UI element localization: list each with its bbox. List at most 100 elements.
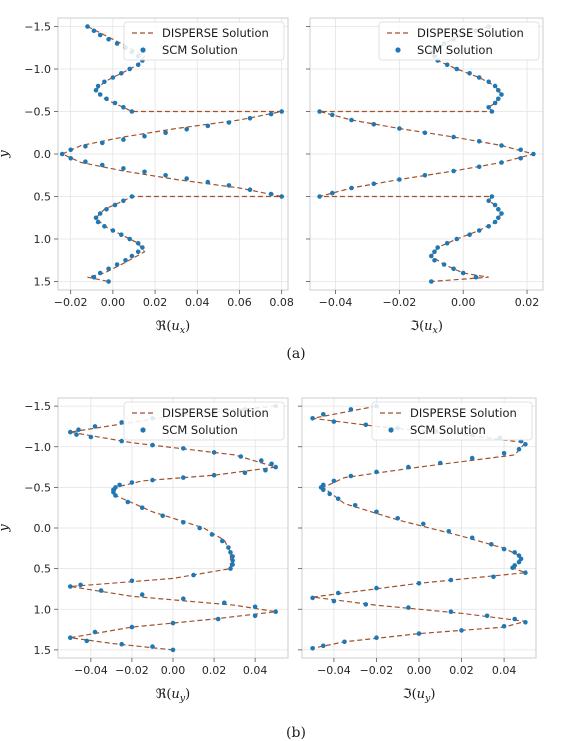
scm-solution-point: [531, 151, 536, 157]
scm-solution-point: [421, 521, 426, 527]
scm-solution-point: [181, 446, 186, 451]
scm-solution-point: [448, 609, 454, 614]
scm-solution-point: [489, 109, 495, 114]
y-tick-label: 0.0: [34, 148, 52, 161]
scm-solution-point: [469, 455, 475, 461]
x-tick-label: 0.04: [243, 664, 268, 677]
legend-disperse-label: DISPERSE Solution: [410, 406, 517, 420]
scm-solution-point: [88, 434, 94, 440]
scm-solution-point: [330, 112, 335, 118]
scm-solution-point: [211, 450, 217, 455]
scm-solution-point: [349, 117, 354, 123]
legend-disperse-label: DISPERSE Solution: [162, 406, 269, 420]
scm-solution-point: [397, 126, 402, 131]
scm-solution-point: [100, 162, 105, 168]
scm-solution-point: [321, 643, 326, 649]
scm-solution-point: [486, 198, 492, 204]
scm-solution-point: [97, 211, 103, 216]
scm-solution-point: [68, 635, 73, 640]
x-axis-label: ℑ(ux): [410, 319, 443, 336]
scm-solution-point: [238, 454, 244, 459]
scm-solution-point: [113, 493, 118, 498]
x-tick-label: 0.00: [451, 296, 476, 309]
scm-solution-point: [268, 191, 274, 197]
y-tick-label: −0.5: [24, 106, 51, 119]
scm-solution-point: [181, 520, 186, 525]
scm-solution-point: [327, 491, 333, 497]
scm-solution-point: [102, 224, 107, 229]
scm-solution-point: [416, 581, 422, 586]
legend: DISPERSE Solution SCM Solution: [123, 21, 285, 61]
scm-solution-point: [129, 480, 135, 485]
scm-solution-point: [454, 236, 460, 242]
legend-box: [123, 21, 285, 61]
scm-solution-point: [349, 185, 354, 191]
legend-disperse-label: DISPERSE Solution: [417, 26, 524, 40]
x-tick-label: 0.00: [407, 664, 432, 677]
scm-solution-point: [476, 75, 482, 80]
scm-solution-point: [119, 438, 124, 444]
scm-solution-point: [476, 139, 482, 144]
scm-solution-point: [512, 550, 517, 555]
scm-solution-point: [129, 194, 135, 199]
scm-solution-point: [395, 516, 401, 521]
scm-solution-point: [499, 143, 504, 148]
scm-solution-point: [432, 258, 437, 263]
scm-solution-point: [374, 469, 379, 475]
scm-solution-point: [310, 646, 315, 651]
scm-solution-point: [215, 616, 221, 622]
scm-solution-point: [121, 198, 126, 204]
legend-scm-label: SCM Solution: [410, 423, 486, 437]
scm-solution-point: [184, 176, 189, 181]
x-tick-label: 0.04: [492, 664, 517, 677]
y-tick-label: −1.0: [24, 63, 51, 76]
caption-b: (b): [286, 725, 306, 741]
y-tick-label: 1.5: [34, 276, 52, 289]
scm-solution-point: [317, 109, 322, 114]
scm-solution-point: [451, 134, 456, 140]
scm-solution-point: [371, 122, 377, 127]
scm-solution-point: [78, 582, 83, 588]
y-tick-label: 1.5: [34, 644, 52, 657]
scm-solution-point: [83, 144, 88, 149]
disperse-solution-line: [70, 405, 276, 651]
scm-solution-point: [374, 585, 379, 591]
scm-solution-point: [363, 422, 369, 428]
scm-solution-point: [163, 130, 168, 136]
scm-solution-point: [68, 584, 73, 589]
scm-solution-point: [117, 482, 122, 488]
subplot-a-left: −0.02 0.00 0.02 0.04 0.06 0.08 −1.5 −1.0 −0.5 0.0…: [0, 17, 294, 336]
x-tick-label: 0.02: [143, 296, 168, 309]
scm-solution-point: [112, 202, 118, 208]
scm-solution-point: [451, 266, 456, 272]
legend: DISPERSE Solution SCM Solution: [123, 401, 285, 441]
scm-solution-point: [247, 187, 253, 192]
scm-solution-point: [492, 83, 498, 89]
scm-solution-point: [268, 111, 274, 117]
scm-solution-point: [84, 638, 90, 644]
scm-solution-point: [429, 279, 434, 284]
scm-solution-point: [97, 32, 103, 38]
scm-solution-point: [163, 173, 168, 178]
scm-solution-point: [273, 609, 279, 614]
legend-box: [123, 401, 285, 441]
scm-solution-point: [121, 105, 126, 110]
x-tick-label: 0.02: [202, 664, 227, 677]
scm-solution-point: [317, 194, 322, 199]
scm-solution-point: [330, 190, 335, 196]
scm-solution-point: [125, 499, 131, 505]
scm-solution-point: [170, 620, 176, 626]
scm-solution-point: [123, 258, 128, 263]
scm-solution-point: [435, 245, 441, 250]
scm-solution-point: [499, 160, 504, 165]
scm-solution-point: [422, 130, 428, 136]
scm-solution-point: [476, 228, 482, 233]
x-tick-label: 0.06: [227, 296, 252, 309]
x-tick-label: −0.02: [54, 296, 88, 309]
scm-solution-point: [473, 274, 479, 280]
x-axis-label: ℑ(uy): [403, 687, 436, 704]
scm-solution-point: [106, 266, 111, 272]
scm-solution-point: [91, 28, 97, 34]
scm-solution-point: [310, 595, 315, 601]
scm-solution-point: [448, 577, 454, 583]
